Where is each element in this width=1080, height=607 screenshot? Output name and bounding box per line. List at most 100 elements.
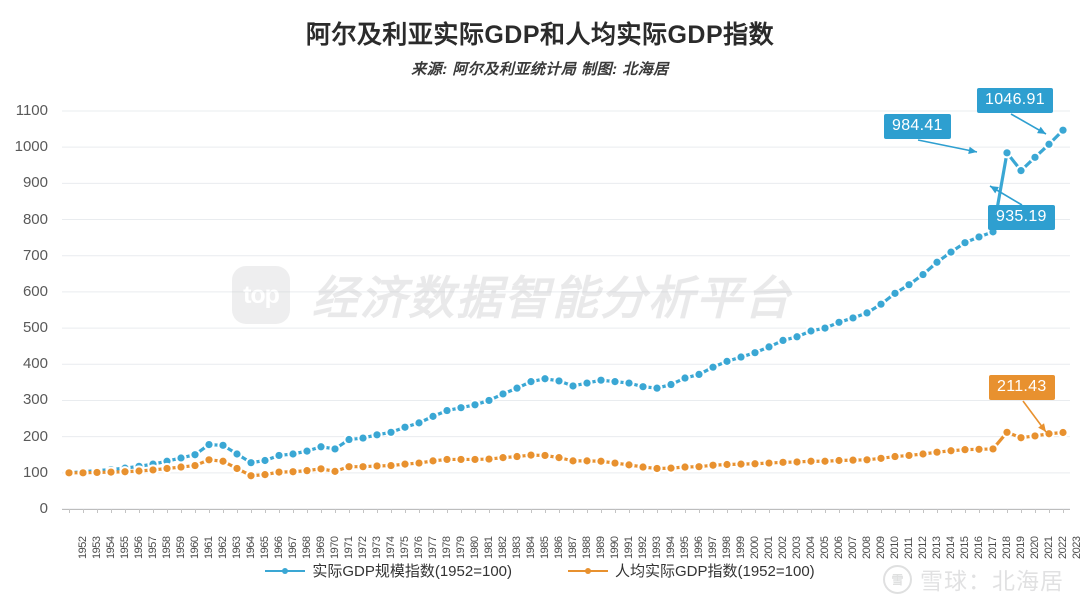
x-tick: [615, 509, 616, 513]
x-tick-label: 2003: [791, 536, 803, 559]
data-point: [779, 458, 787, 466]
x-tick-label: 2022: [1057, 536, 1069, 559]
x-tick: [923, 509, 924, 513]
x-tick: [881, 509, 882, 513]
y-tick-label: 1000: [14, 138, 48, 156]
x-tick: [447, 509, 448, 513]
x-tick: [307, 509, 308, 513]
data-point: [541, 375, 549, 383]
data-point: [205, 440, 213, 449]
data-point: [723, 357, 731, 365]
data-point: [1003, 149, 1011, 157]
x-tick-label: 1985: [539, 536, 551, 559]
data-point: [555, 377, 563, 385]
annotation-peak-2019: 984.41: [884, 114, 951, 139]
data-point: [863, 456, 871, 464]
x-tick-label: 1971: [343, 536, 355, 559]
data-point: [513, 384, 521, 392]
annotation-last-orange-2023: 211.43: [989, 375, 1055, 400]
x-tick-label: 1966: [273, 536, 285, 559]
data-point: [373, 462, 381, 470]
data-point: [415, 459, 423, 467]
plot-svg: [62, 110, 1070, 510]
x-tick-label: 1995: [679, 536, 691, 559]
x-tick: [657, 509, 658, 513]
data-point: [177, 463, 185, 471]
x-tick: [209, 509, 210, 513]
data-point: [1031, 432, 1039, 440]
data-point: [93, 468, 101, 477]
x-tick: [531, 509, 532, 513]
x-tick: [433, 509, 434, 513]
x-tick: [489, 509, 490, 513]
data-point: [821, 457, 829, 465]
x-tick: [1007, 509, 1008, 513]
x-tick-label: 1965: [259, 536, 271, 559]
x-tick: [251, 509, 252, 513]
data-point: [989, 445, 997, 453]
x-tick: [517, 509, 518, 513]
x-tick-label: 2013: [931, 536, 943, 559]
x-tick-label: 1970: [329, 536, 341, 559]
x-tick: [237, 509, 238, 513]
x-tick-label: 1984: [525, 536, 537, 559]
x-tick: [867, 509, 868, 513]
x-tick: [279, 509, 280, 513]
data-point: [163, 457, 171, 465]
x-tick-label: 1999: [735, 536, 747, 559]
x-tick-label: 2018: [1001, 536, 1013, 559]
x-tick-label: 1993: [651, 536, 663, 559]
data-point: [611, 378, 619, 386]
x-tick-label: 2009: [875, 536, 887, 559]
data-point: [1045, 140, 1053, 148]
data-point: [793, 333, 801, 341]
data-point: [219, 457, 227, 465]
data-point: [429, 412, 437, 420]
data-point: [233, 464, 241, 473]
data-point: [1017, 434, 1025, 442]
x-tick: [699, 509, 700, 513]
data-point: [163, 464, 171, 473]
x-tick: [475, 509, 476, 513]
data-point: [793, 458, 801, 466]
data-point: [1017, 167, 1025, 175]
data-point: [1059, 126, 1067, 134]
data-point: [345, 463, 353, 471]
data-point: [877, 300, 885, 308]
data-point: [695, 463, 703, 471]
x-tick: [223, 509, 224, 513]
data-point: [177, 454, 185, 462]
data-point: [135, 467, 143, 475]
x-tick-label: 2014: [945, 536, 957, 559]
chart-subtitle: 来源: 阿尔及利亚统计局 制图: 北海居: [411, 60, 669, 78]
series-gdp-index: [63, 124, 1069, 479]
legend-label: 人均实际GDP指数(1952=100): [615, 563, 815, 580]
x-tick-label: 2000: [749, 536, 761, 559]
data-point: [919, 270, 927, 279]
x-tick-label: 1969: [315, 536, 327, 559]
data-point: [835, 318, 843, 326]
x-tick: [195, 509, 196, 513]
x-tick: [321, 509, 322, 513]
data-point: [709, 461, 717, 469]
legend-item-gdp-per-capita-index[interactable]: 人均实际GDP指数(1952=100): [568, 560, 815, 581]
data-point: [331, 445, 339, 453]
data-point: [541, 451, 549, 460]
data-point: [401, 423, 409, 431]
data-point: [569, 457, 577, 465]
y-tick-label: 900: [22, 174, 48, 192]
series-line: [67, 128, 1065, 475]
x-tick-label: 1980: [469, 536, 481, 559]
legend-item-gdp-index[interactable]: 实际GDP规模指数(1952=100): [265, 560, 512, 581]
data-point: [303, 447, 311, 455]
y-tick-label: 200: [22, 427, 48, 445]
data-point: [205, 456, 213, 464]
data-point: [387, 461, 395, 470]
data-point: [331, 467, 339, 475]
x-tick: [797, 509, 798, 513]
y-tick-label: 600: [22, 282, 48, 300]
x-tick-label: 2023: [1071, 536, 1080, 559]
x-tick: [937, 509, 938, 513]
x-tick-label: 1983: [511, 536, 523, 559]
data-point: [471, 401, 479, 409]
